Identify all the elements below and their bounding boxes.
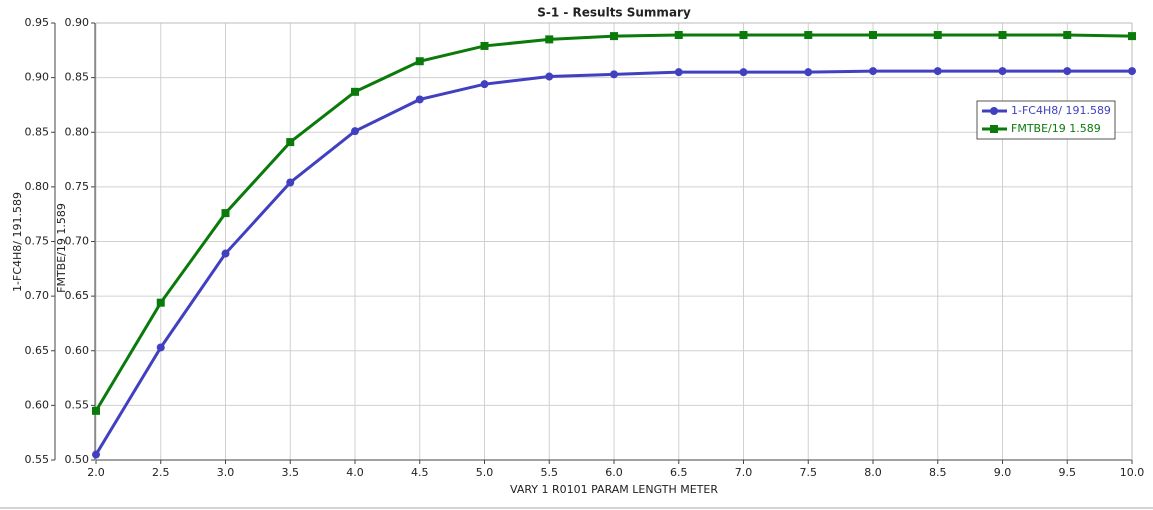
- data-point: [480, 41, 489, 50]
- x-tick-label: 8.5: [929, 466, 947, 479]
- y2-tick-label: 0.80: [65, 125, 90, 138]
- y2-tick-label: 0.55: [65, 398, 90, 411]
- data-point: [674, 31, 683, 40]
- x-tick-label: 6.0: [605, 466, 623, 479]
- x-tick-label: 9.0: [994, 466, 1012, 479]
- y2-tick-label: 0.90: [65, 16, 90, 29]
- y2-tick-label: 0.60: [65, 344, 90, 357]
- data-point: [545, 35, 554, 44]
- data-point: [1128, 67, 1136, 76]
- data-point: [998, 67, 1007, 76]
- x-tick-label: 3.5: [282, 466, 300, 479]
- data-point: [286, 138, 295, 147]
- y-tick-label: 0.55: [25, 453, 50, 466]
- data-point: [545, 72, 554, 81]
- legend-box: [976, 100, 1116, 140]
- x-axis-label: VARY 1 R0101 PARAM LENGTH METER: [510, 483, 718, 496]
- y2-tick-label: 0.50: [65, 453, 90, 466]
- data-point: [351, 87, 359, 96]
- data-point: [221, 249, 230, 258]
- x-tick-label: 8.0: [864, 466, 882, 479]
- data-point: [415, 95, 424, 104]
- y2-tick-label: 0.65: [65, 289, 90, 302]
- data-point: [92, 406, 100, 415]
- data-point: [674, 68, 683, 77]
- data-point: [869, 31, 877, 40]
- data-point: [156, 298, 165, 307]
- data-point: [221, 209, 230, 218]
- legend-label: FMTBE/19 1.589: [1011, 122, 1101, 135]
- y-tick-label: 0.80: [25, 180, 50, 193]
- y2-tick-label: 0.75: [65, 180, 90, 193]
- data-point: [804, 31, 813, 40]
- data-point: [739, 31, 748, 40]
- data-point: [1063, 67, 1072, 76]
- y-tick-label: 0.60: [25, 398, 50, 411]
- y2-tick-label: 0.70: [65, 235, 90, 248]
- legend-label: 1-FC4H8/ 191.589: [1011, 104, 1111, 117]
- data-point: [869, 67, 877, 76]
- y-tick-label: 0.70: [25, 289, 50, 302]
- data-point: [92, 450, 100, 459]
- y-axis-label: 1-FC4H8/ 191.589: [11, 192, 24, 292]
- y-tick-label: 0.75: [25, 235, 50, 248]
- data-point: [933, 67, 942, 76]
- x-tick-label: 5.0: [476, 466, 494, 479]
- chart-title: S-1 - Results Summary: [537, 6, 691, 20]
- data-point: [415, 57, 424, 66]
- x-tick-label: 4.5: [411, 466, 429, 479]
- legend-marker: [990, 107, 998, 115]
- data-point: [156, 343, 165, 352]
- data-point: [1063, 31, 1072, 40]
- data-point: [804, 68, 813, 77]
- data-point: [1128, 32, 1136, 41]
- y-tick-label: 0.95: [25, 16, 50, 29]
- data-point: [351, 127, 359, 136]
- data-point: [739, 68, 748, 77]
- x-tick-label: 7.0: [735, 466, 753, 479]
- data-point: [933, 31, 942, 40]
- x-tick-label: 2.0: [87, 466, 105, 479]
- data-point: [610, 70, 618, 79]
- y-tick-label: 0.65: [25, 344, 50, 357]
- x-tick-label: 5.5: [541, 466, 559, 479]
- x-tick-label: 4.0: [346, 466, 364, 479]
- y2-tick-label: 0.85: [65, 71, 90, 84]
- x-tick-label: 6.5: [670, 466, 688, 479]
- x-tick-label: 9.5: [1059, 466, 1077, 479]
- x-tick-label: 3.0: [217, 466, 235, 479]
- y2-axis-label: FMTBE/19 1.589: [55, 203, 68, 293]
- data-point: [480, 80, 489, 89]
- y-tick-label: 0.90: [25, 71, 50, 84]
- x-tick-label: 7.5: [800, 466, 818, 479]
- x-tick-label: 2.5: [152, 466, 170, 479]
- legend-marker: [990, 125, 998, 133]
- x-tick-label: 10.0: [1120, 466, 1145, 479]
- data-point: [998, 31, 1007, 40]
- data-point: [610, 32, 618, 41]
- y-tick-label: 0.85: [25, 125, 50, 138]
- data-point: [286, 178, 295, 187]
